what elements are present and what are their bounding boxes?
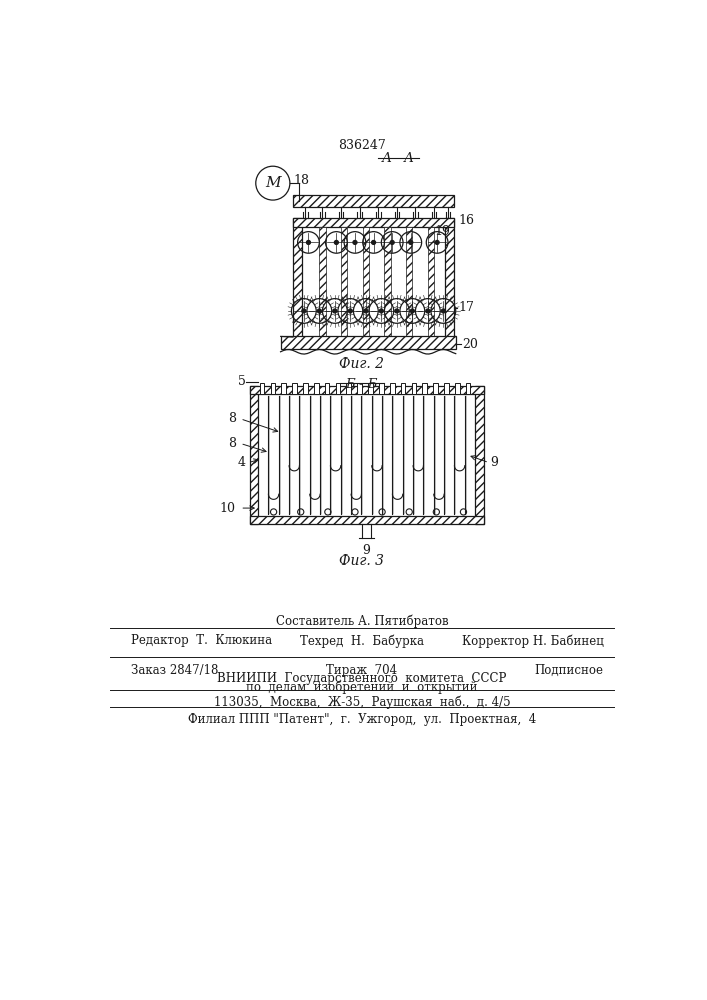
- Bar: [336, 383, 340, 394]
- Bar: [293, 195, 454, 207]
- Bar: [411, 383, 416, 394]
- Text: 20: 20: [462, 338, 478, 351]
- Bar: [475, 386, 484, 524]
- Text: 16: 16: [458, 214, 474, 227]
- Bar: [385, 227, 391, 337]
- Text: 8: 8: [228, 412, 235, 425]
- Text: 10: 10: [220, 502, 235, 515]
- Circle shape: [353, 241, 357, 244]
- Circle shape: [333, 309, 337, 313]
- Text: Корректор Н. Бабинец: Корректор Н. Бабинец: [462, 634, 604, 648]
- Bar: [406, 227, 412, 337]
- Circle shape: [364, 309, 368, 313]
- Text: Филиал ППП "Патент",  г.  Ужгород,  ул.  Проектная,  4: Филиал ППП "Патент", г. Ужгород, ул. Про…: [188, 713, 536, 726]
- Text: Тираж  704: Тираж 704: [327, 664, 397, 677]
- Circle shape: [349, 309, 352, 313]
- Circle shape: [426, 309, 430, 313]
- Circle shape: [380, 309, 383, 313]
- Bar: [444, 383, 449, 394]
- Circle shape: [410, 309, 414, 313]
- Text: 4: 4: [238, 456, 246, 469]
- Bar: [303, 383, 308, 394]
- Bar: [346, 383, 351, 394]
- Bar: [445, 218, 454, 337]
- Bar: [363, 227, 369, 337]
- Text: Редактор  Т.  Клюкина: Редактор Т. Клюкина: [131, 634, 272, 647]
- Text: 19: 19: [434, 225, 450, 238]
- Bar: [314, 383, 319, 394]
- Bar: [292, 383, 297, 394]
- Text: 8: 8: [228, 437, 235, 450]
- Bar: [271, 383, 275, 394]
- Bar: [455, 383, 460, 394]
- Bar: [250, 516, 484, 524]
- Circle shape: [302, 309, 305, 313]
- Bar: [250, 386, 258, 524]
- Bar: [466, 383, 470, 394]
- Bar: [390, 383, 395, 394]
- Circle shape: [334, 241, 339, 244]
- Bar: [250, 386, 484, 394]
- Text: Б - Б: Б - Б: [346, 378, 378, 391]
- Circle shape: [441, 309, 445, 313]
- Bar: [357, 383, 362, 394]
- Bar: [325, 383, 329, 394]
- Text: 113035,  Москва,  Ж-35,  Раушская  наб.,  д. 4/5: 113035, Москва, Ж-35, Раушская наб., д. …: [214, 696, 510, 709]
- Text: 9: 9: [490, 456, 498, 469]
- Text: 836247: 836247: [338, 139, 386, 152]
- Text: 17: 17: [458, 301, 474, 314]
- Text: М: М: [265, 176, 281, 190]
- Bar: [433, 383, 438, 394]
- Text: Заказ 2847/18: Заказ 2847/18: [131, 664, 218, 677]
- Bar: [259, 383, 264, 394]
- Text: 18: 18: [293, 174, 309, 187]
- Bar: [368, 383, 373, 394]
- Circle shape: [390, 241, 394, 244]
- Bar: [341, 227, 347, 337]
- Text: Подписное: Подписное: [534, 664, 604, 677]
- Circle shape: [372, 241, 375, 244]
- Text: А - А: А - А: [382, 152, 415, 165]
- Bar: [379, 383, 384, 394]
- Circle shape: [317, 309, 321, 313]
- Bar: [422, 383, 427, 394]
- Text: 5: 5: [238, 375, 246, 388]
- Circle shape: [409, 241, 413, 244]
- Text: Техред  Н.  Бабурка: Техред Н. Бабурка: [300, 634, 424, 648]
- Text: Составитель А. Пятибратов: Составитель А. Пятибратов: [276, 614, 448, 628]
- Text: Фиг. 3: Фиг. 3: [339, 554, 385, 568]
- Text: ВНИИПИ  Государственного  комитета  СССР: ВНИИПИ Государственного комитета СССР: [217, 672, 507, 685]
- Circle shape: [436, 241, 439, 244]
- Text: 9: 9: [363, 544, 370, 556]
- Bar: [281, 383, 286, 394]
- Text: по  делам  изобретений  и  открытий: по делам изобретений и открытий: [246, 681, 478, 694]
- Bar: [428, 227, 434, 337]
- Bar: [320, 227, 325, 337]
- Circle shape: [307, 241, 310, 244]
- Circle shape: [395, 309, 399, 313]
- Text: Фиг. 2: Фиг. 2: [339, 357, 385, 371]
- Bar: [293, 218, 303, 337]
- Bar: [281, 336, 456, 349]
- Bar: [401, 383, 405, 394]
- Bar: [293, 218, 454, 227]
